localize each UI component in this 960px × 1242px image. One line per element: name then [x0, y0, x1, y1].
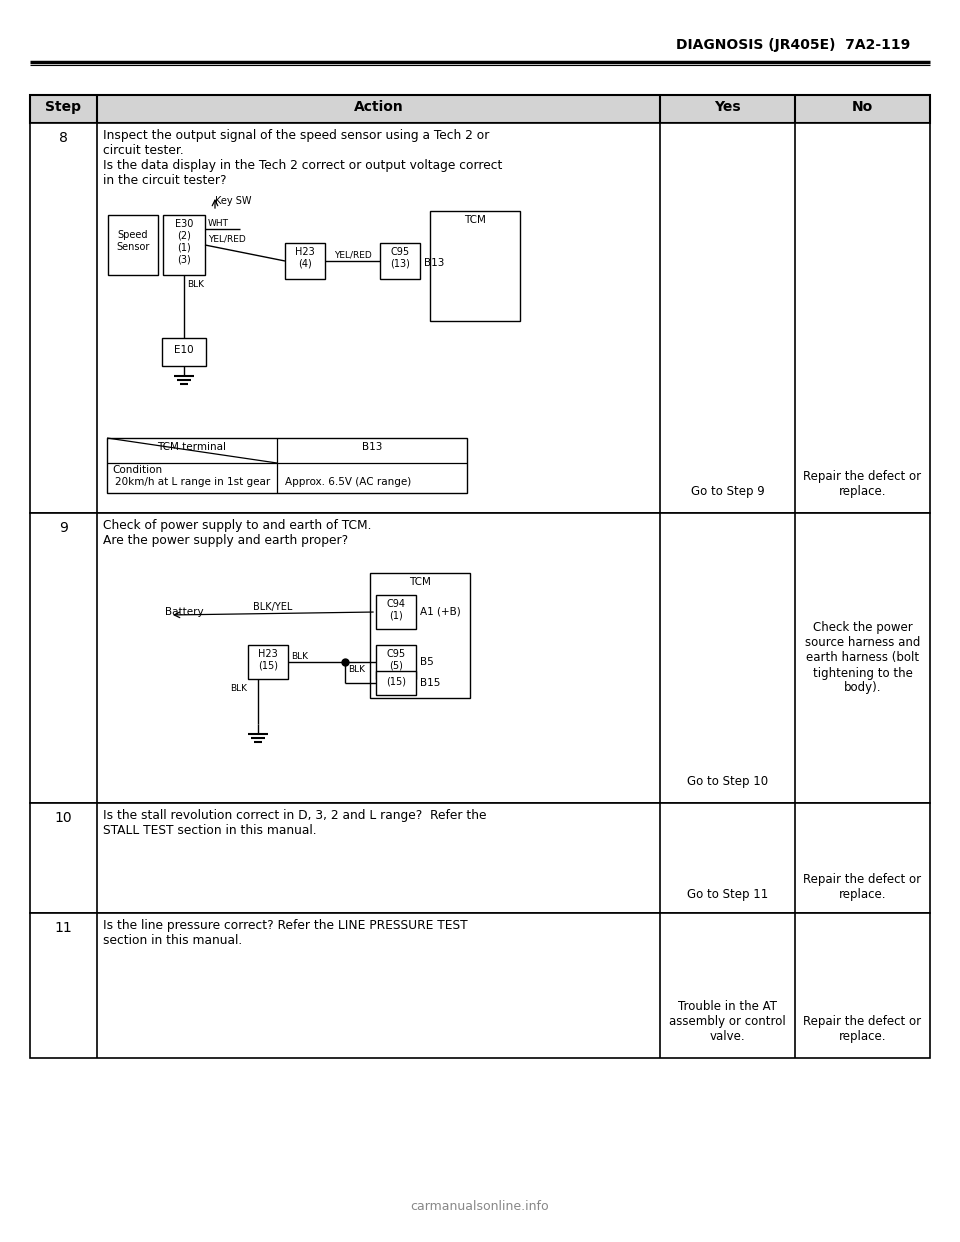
Text: C94: C94: [387, 599, 405, 609]
Text: Sensor: Sensor: [116, 242, 150, 252]
Bar: [163, 215, 205, 274]
Text: Key SW: Key SW: [215, 196, 252, 206]
Bar: [30, 804, 930, 913]
Bar: [248, 645, 288, 679]
Text: (3): (3): [178, 255, 191, 265]
Text: B5: B5: [420, 657, 434, 667]
Text: Check of power supply to and earth of TCM.: Check of power supply to and earth of TC…: [103, 519, 372, 532]
Text: B15: B15: [420, 678, 441, 688]
Text: Approx. 6.5V (AC range): Approx. 6.5V (AC range): [285, 477, 411, 487]
Text: Action: Action: [353, 101, 403, 114]
Bar: [376, 645, 416, 679]
Text: C95: C95: [387, 650, 405, 660]
Text: E30: E30: [175, 219, 193, 229]
Text: TCM terminal: TCM terminal: [157, 442, 227, 452]
Text: Is the line pressure correct? Refer the LINE PRESSURE TEST: Is the line pressure correct? Refer the …: [103, 919, 468, 932]
Text: Repair the defect or
replace.: Repair the defect or replace.: [804, 1015, 922, 1043]
Text: A1 (+B): A1 (+B): [420, 607, 461, 617]
Text: B13: B13: [424, 258, 444, 268]
Text: BLK: BLK: [291, 652, 308, 661]
Text: (5): (5): [389, 661, 403, 671]
Text: 10: 10: [55, 811, 72, 825]
Text: Battery: Battery: [165, 607, 204, 617]
Text: (2): (2): [177, 231, 191, 241]
Text: section in this manual.: section in this manual.: [103, 934, 242, 946]
Text: (15): (15): [258, 661, 278, 671]
Text: H23: H23: [295, 247, 315, 257]
Text: E10: E10: [174, 345, 194, 355]
Bar: [376, 671, 416, 696]
Text: DIAGNOSIS (JR405E)  7A2-119: DIAGNOSIS (JR405E) 7A2-119: [676, 39, 910, 52]
Text: Repair the defect or
replace.: Repair the defect or replace.: [804, 873, 922, 900]
Text: TCM: TCM: [409, 578, 431, 587]
Bar: [370, 573, 470, 698]
Text: (4): (4): [299, 260, 312, 270]
Text: (15): (15): [386, 676, 406, 686]
Text: C95: C95: [391, 247, 410, 257]
Text: No: No: [852, 101, 874, 114]
Bar: [30, 94, 930, 123]
Text: (1): (1): [389, 611, 403, 621]
Bar: [380, 243, 420, 279]
Bar: [376, 595, 416, 628]
Text: BLK/YEL: BLK/YEL: [253, 602, 293, 612]
Bar: [30, 123, 930, 513]
Text: 8: 8: [60, 130, 68, 145]
Text: 9: 9: [60, 520, 68, 535]
Bar: [108, 215, 158, 274]
Text: Go to Step 9: Go to Step 9: [690, 484, 764, 498]
Text: WHT: WHT: [208, 219, 229, 229]
Text: BLK: BLK: [348, 664, 365, 674]
Bar: [107, 438, 467, 493]
Text: STALL TEST section in this manual.: STALL TEST section in this manual.: [103, 823, 317, 837]
Text: Inspect the output signal of the speed sensor using a Tech 2 or: Inspect the output signal of the speed s…: [103, 129, 490, 142]
Bar: [285, 243, 325, 279]
Text: carmanualsonline.info: carmanualsonline.info: [411, 1200, 549, 1213]
Text: BLK: BLK: [230, 684, 247, 693]
Text: (1): (1): [178, 243, 191, 253]
Text: Speed: Speed: [118, 230, 148, 240]
Text: TCM: TCM: [464, 215, 486, 225]
Text: Go to Step 10: Go to Step 10: [687, 775, 768, 787]
Text: 11: 11: [55, 922, 72, 935]
Text: YEL/RED: YEL/RED: [208, 235, 246, 243]
Text: BLK: BLK: [187, 279, 204, 289]
Text: 20km/h at L range in 1st gear: 20km/h at L range in 1st gear: [115, 477, 271, 487]
Text: Is the stall revolution correct in D, 3, 2 and L range?  Refer the: Is the stall revolution correct in D, 3,…: [103, 809, 487, 822]
Text: Go to Step 11: Go to Step 11: [686, 888, 768, 900]
Text: YEL/RED: YEL/RED: [334, 251, 372, 260]
Text: circuit tester.: circuit tester.: [103, 144, 183, 156]
Text: Is the data display in the Tech 2 correct or output voltage correct: Is the data display in the Tech 2 correc…: [103, 159, 502, 171]
Bar: [30, 513, 930, 804]
Bar: [30, 913, 930, 1058]
Text: B13: B13: [362, 442, 382, 452]
Bar: [162, 338, 206, 366]
Text: Repair the defect or
replace.: Repair the defect or replace.: [804, 469, 922, 498]
Text: Step: Step: [45, 101, 82, 114]
Text: Check the power
source harness and
earth harness (bolt
tightening to the
body).: Check the power source harness and earth…: [804, 621, 921, 694]
Text: (13): (13): [390, 260, 410, 270]
Text: Are the power supply and earth proper?: Are the power supply and earth proper?: [103, 534, 348, 546]
Text: Trouble in the AT
assembly or control
valve.: Trouble in the AT assembly or control va…: [669, 1000, 786, 1043]
Text: Condition: Condition: [112, 465, 162, 474]
Text: H23: H23: [258, 650, 277, 660]
Bar: [430, 211, 520, 320]
Text: Yes: Yes: [714, 101, 741, 114]
Text: in the circuit tester?: in the circuit tester?: [103, 174, 227, 188]
